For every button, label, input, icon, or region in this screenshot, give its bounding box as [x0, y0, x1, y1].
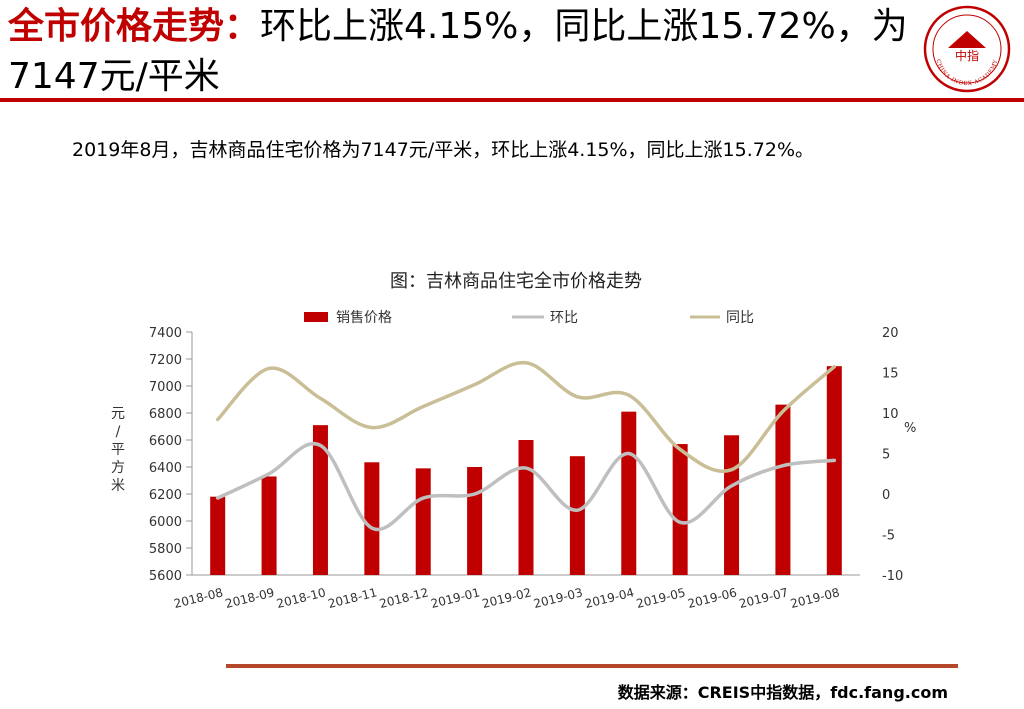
x-tick-label: 2018-11 — [327, 585, 379, 611]
y-right-tick-label: 20 — [882, 326, 899, 341]
price-bar — [724, 435, 740, 575]
y-left-tick-label: 7000 — [149, 380, 182, 395]
legend-label-mom: 环比 — [550, 310, 578, 326]
seal-roof-icon — [948, 31, 986, 48]
y-left-tick-label: 7200 — [149, 353, 182, 368]
yoy-series-line — [215, 361, 837, 473]
y-right-axis-title: % — [904, 421, 916, 436]
x-tick-label: 2018-10 — [275, 585, 327, 611]
y-left-tick-label: 6000 — [149, 515, 182, 530]
x-tick-label: 2019-02 — [481, 585, 533, 611]
x-tick-label: 2019-06 — [686, 585, 738, 611]
x-tick-label: 2018-12 — [378, 585, 430, 611]
y-left-tick-label: 5800 — [149, 542, 182, 557]
x-tick-label: 2019-08 — [789, 585, 841, 611]
y-right-tick-label: -5 — [882, 529, 895, 544]
y-left-tick-label: 6400 — [149, 461, 182, 476]
x-tick-label: 2018-09 — [224, 585, 276, 611]
x-tick-label: 2019-03 — [532, 585, 584, 611]
title-rest: 环比上涨4.15%，同比上涨15.72%，为7147元/平米 — [8, 6, 908, 97]
seal-inner-ring — [932, 14, 1002, 84]
data-source: 数据来源：CREIS中指数据，fdc.fang.com — [617, 683, 948, 702]
legend-label-price: 销售价格 — [336, 310, 392, 326]
y-right-tick-label: 10 — [882, 407, 899, 422]
footer-divider — [226, 664, 958, 668]
price-bar — [672, 444, 688, 575]
y-right-tick-label: 0 — [882, 488, 890, 503]
x-tick-label: 2019-04 — [583, 585, 635, 611]
y-left-tick-label: 5600 — [149, 569, 182, 584]
y-left-tick-label: 6200 — [149, 488, 182, 503]
y-left-tick-label: 6600 — [149, 434, 182, 449]
x-tick-label: 2018-08 — [172, 585, 224, 611]
y-right-tick-label: 15 — [882, 367, 899, 382]
price-bar — [312, 425, 328, 575]
price-bar — [364, 462, 380, 575]
y-left-tick-label: 6800 — [149, 407, 182, 422]
x-tick-label: 2019-07 — [738, 585, 790, 611]
title-divider — [0, 98, 1024, 102]
x-tick-label: 2019-05 — [635, 585, 687, 611]
legend-label-yoy: 同比 — [726, 310, 754, 326]
price-bar — [261, 476, 277, 575]
x-tick-label: 2019-01 — [429, 585, 481, 611]
price-bar — [467, 467, 483, 575]
page-title: 全市价格走势：环比上涨4.15%，同比上涨15.72%，为7147元/平米 — [8, 2, 908, 102]
mom-series-line — [215, 441, 837, 532]
summary-text: 2019年8月，吉林商品住宅价格为7147元/平米，环比上涨4.15%，同比上涨… — [72, 139, 815, 161]
seal-center-text: 中指 — [955, 48, 979, 63]
y-left-tick-label: 7400 — [149, 326, 182, 341]
price-bar — [569, 456, 585, 575]
price-bar — [210, 496, 226, 575]
price-bar — [518, 440, 534, 575]
price-bar — [826, 366, 842, 575]
legend-swatch-price — [304, 312, 328, 322]
y-left-axis-title: 元/平方米 — [111, 406, 125, 494]
price-bar — [415, 468, 431, 575]
price-bar — [775, 404, 791, 575]
y-right-tick-label: -10 — [882, 569, 903, 584]
chart-title: 图：吉林商品住宅全市价格走势 — [390, 271, 642, 292]
logo-seal: CHINA INDEX ACADEMY 中指 — [923, 5, 1011, 93]
title-highlight: 全市价格走势： — [8, 6, 261, 47]
seal-outer-ring — [923, 5, 1011, 93]
y-right-tick-label: 5 — [882, 448, 890, 463]
price-bar — [621, 411, 637, 575]
